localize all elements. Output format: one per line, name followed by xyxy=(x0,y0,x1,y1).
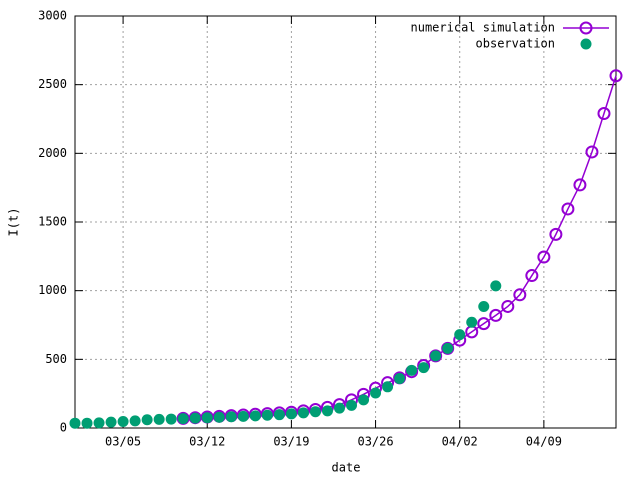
data-point xyxy=(358,394,370,406)
x-tick-label: 04/09 xyxy=(526,435,562,449)
data-point xyxy=(585,145,599,159)
y-tick-label: 3000 xyxy=(38,9,67,23)
data-point xyxy=(477,317,491,331)
data-point xyxy=(177,413,189,425)
y-tick-label: 1000 xyxy=(38,283,67,297)
data-point xyxy=(117,416,129,428)
data-point xyxy=(69,417,81,429)
data-point xyxy=(309,406,321,418)
data-point xyxy=(430,350,442,362)
data-point xyxy=(466,316,478,328)
data-point xyxy=(129,415,141,427)
data-point xyxy=(141,414,153,426)
x-axis-label: date xyxy=(332,461,361,475)
x-tick-label: 03/26 xyxy=(357,435,393,449)
x-tick-label: 04/02 xyxy=(442,435,478,449)
data-point xyxy=(201,412,213,424)
data-point xyxy=(549,227,563,241)
data-point xyxy=(346,399,358,411)
legend-marker xyxy=(580,38,592,50)
y-tick-label: 0 xyxy=(60,421,67,435)
data-point xyxy=(442,342,454,354)
data-point xyxy=(382,381,394,393)
plot-border xyxy=(74,15,617,429)
data-point xyxy=(478,300,490,312)
y-tick-label: 2000 xyxy=(38,146,67,160)
data-point xyxy=(153,413,165,425)
data-point xyxy=(561,202,575,216)
data-point xyxy=(333,402,345,414)
data-point xyxy=(513,288,527,302)
x-tick-label: 03/19 xyxy=(273,435,309,449)
y-tick-label: 2500 xyxy=(38,77,67,91)
data-point xyxy=(297,407,309,419)
data-point xyxy=(406,364,418,376)
legend-marker xyxy=(579,21,593,35)
data-point xyxy=(525,269,539,283)
data-point xyxy=(189,412,201,424)
data-point xyxy=(418,362,430,374)
data-point xyxy=(490,280,502,292)
data-point xyxy=(370,387,382,399)
x-tick-label: 03/05 xyxy=(105,435,141,449)
data-point xyxy=(81,417,93,429)
data-point xyxy=(454,329,466,341)
y-tick-label: 500 xyxy=(45,352,67,366)
data-point xyxy=(609,69,623,83)
data-point xyxy=(273,409,285,421)
data-point xyxy=(165,413,177,425)
data-point xyxy=(501,299,515,313)
data-point xyxy=(321,405,333,417)
legend-label: observation xyxy=(476,37,555,51)
data-point xyxy=(489,308,503,322)
data-point xyxy=(225,411,237,423)
legend-label: numerical simulation xyxy=(411,21,556,35)
data-point xyxy=(573,178,587,192)
data-point xyxy=(237,410,249,422)
data-point xyxy=(394,373,406,385)
data-point xyxy=(285,408,297,420)
data-point xyxy=(597,107,611,121)
data-point xyxy=(249,410,261,422)
data-point xyxy=(537,250,551,264)
data-point xyxy=(93,417,105,429)
y-axis-label: I(t) xyxy=(7,208,21,237)
data-point xyxy=(105,416,117,428)
data-point xyxy=(213,411,225,423)
x-tick-label: 03/12 xyxy=(189,435,225,449)
data-point xyxy=(261,409,273,421)
y-tick-label: 1500 xyxy=(38,215,67,229)
